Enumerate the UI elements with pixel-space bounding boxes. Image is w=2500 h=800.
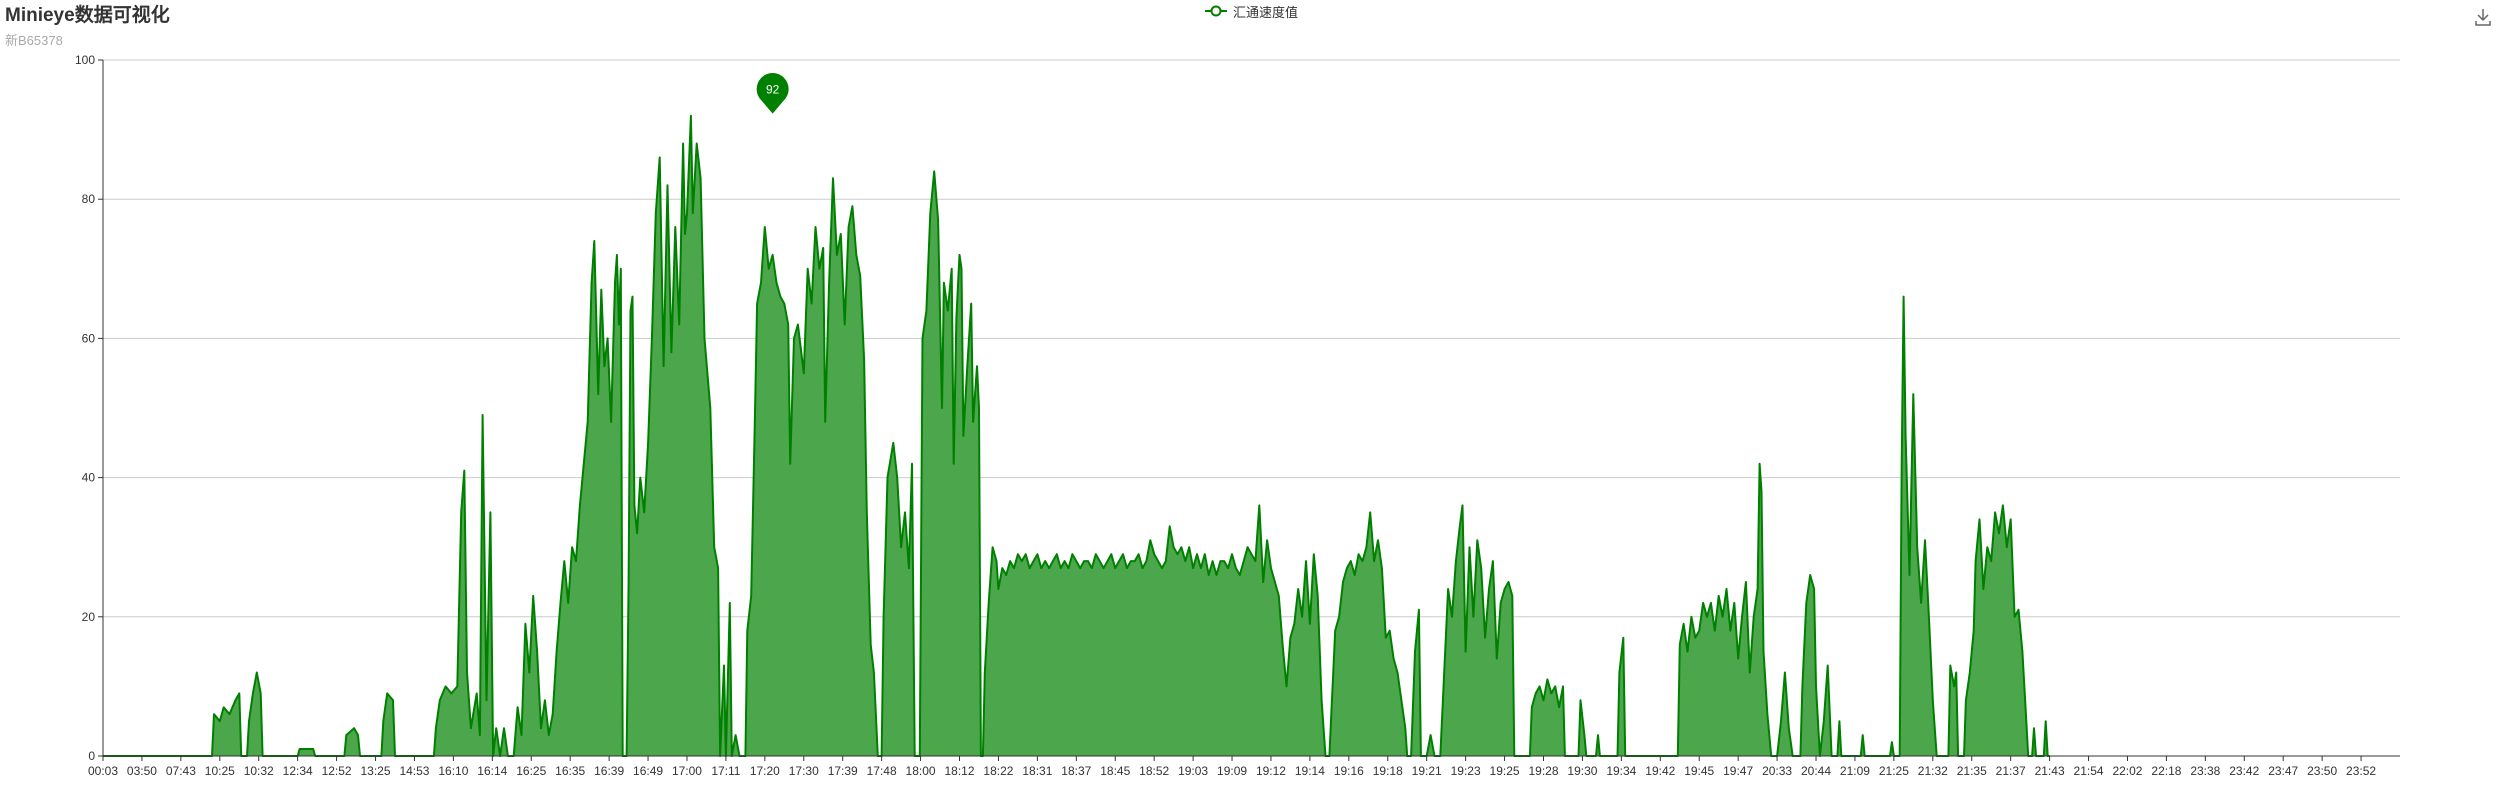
- x-tick-label: 21:37: [1996, 764, 2026, 778]
- x-tick-label: 17:20: [750, 764, 780, 778]
- max-marker-label: 92: [766, 83, 780, 97]
- series-line[interactable]: [103, 114, 2050, 757]
- legend-label: 汇通速度值: [1233, 4, 1299, 20]
- chart-title: Minieye数据可视化: [5, 5, 170, 26]
- x-tick-label: 07:43: [166, 764, 196, 778]
- chart-subtitle: 新B65378: [5, 33, 63, 48]
- x-tick-label: 16:25: [516, 764, 546, 778]
- x-tick-label: 21:25: [1879, 764, 1909, 778]
- x-tick-label: 19:16: [1334, 764, 1364, 778]
- x-tick-label: 12:52: [322, 764, 352, 778]
- x-tick-label: 16:35: [555, 764, 585, 778]
- x-tick-label: 18:12: [944, 764, 974, 778]
- y-tick-label: 60: [82, 331, 96, 345]
- x-tick-label: 19:34: [1606, 764, 1636, 778]
- x-tick-label: 23:47: [2268, 764, 2298, 778]
- x-tick-label: 19:12: [1256, 764, 1286, 778]
- x-tick-label: 21:32: [1918, 764, 1948, 778]
- x-tick-label: 19:45: [1684, 764, 1714, 778]
- max-marker-pin[interactable]: [756, 73, 789, 114]
- x-tick-label: 17:30: [789, 764, 819, 778]
- x-tick-label: 14:53: [399, 764, 429, 778]
- x-tick-label: 16:10: [438, 764, 468, 778]
- x-tick-label: 19:30: [1567, 764, 1597, 778]
- x-tick-label: 19:18: [1373, 764, 1403, 778]
- x-tick-label: 21:35: [1957, 764, 1987, 778]
- x-tick-label: 19:28: [1528, 764, 1558, 778]
- x-tick-label: 19:03: [1178, 764, 1208, 778]
- series-area-fill: [103, 115, 2050, 756]
- x-tick-label: 18:22: [983, 764, 1013, 778]
- x-tick-label: 19:14: [1295, 764, 1325, 778]
- x-tick-label: 18:31: [1022, 764, 1052, 778]
- grid-lines: [103, 59, 2400, 618]
- x-tick-label: 19:47: [1723, 764, 1753, 778]
- x-tick-label: 19:23: [1451, 764, 1481, 778]
- x-tick-label: 00:03: [88, 764, 118, 778]
- x-tick-label: 23:50: [2307, 764, 2337, 778]
- y-tick-label: 80: [82, 192, 96, 206]
- x-tick-label: 20:33: [1762, 764, 1792, 778]
- max-marker: 92: [756, 73, 789, 114]
- x-tick-label: 16:39: [594, 764, 624, 778]
- x-tick-label: 19:21: [1412, 764, 1442, 778]
- tick-labels: 0 20 40 60 80 100 00:03 03:50 07:43 10:25 10:32 12:…: [75, 53, 2376, 778]
- x-tick-label: 12:34: [283, 764, 313, 778]
- x-tick-label: 18:00: [906, 764, 936, 778]
- y-tick-label: 0: [88, 749, 95, 763]
- x-tick-label: 18:45: [1100, 764, 1130, 778]
- x-tick-label: 18:37: [1061, 764, 1091, 778]
- x-tick-label: 10:32: [244, 764, 274, 778]
- series-area: [103, 114, 2050, 757]
- x-tick-label: 19:25: [1490, 764, 1520, 778]
- x-tick-label: 22:18: [2151, 764, 2181, 778]
- x-tick-label: 16:49: [633, 764, 663, 778]
- x-tick-label: 21:54: [2074, 764, 2104, 778]
- x-tick-label: 17:39: [828, 764, 858, 778]
- x-tick-label: 19:09: [1217, 764, 1247, 778]
- x-tick-label: 17:48: [867, 764, 897, 778]
- x-tick-label: 20:44: [1801, 764, 1831, 778]
- x-tick-label: 16:14: [477, 764, 507, 778]
- y-tick-label: 20: [82, 610, 96, 624]
- x-tick-label: 21:09: [1840, 764, 1870, 778]
- x-tick-label: 17:00: [672, 764, 702, 778]
- x-tick-label: 10:25: [205, 764, 235, 778]
- legend-marker-icon: [1205, 5, 1227, 17]
- x-tick-label: 22:02: [2112, 764, 2142, 778]
- x-tick-label: 19:42: [1645, 764, 1675, 778]
- x-tick-label: 23:38: [2190, 764, 2220, 778]
- x-tick-label: 23:52: [2346, 764, 2376, 778]
- x-tick-label: 18:52: [1139, 764, 1169, 778]
- x-tick-label: 03:50: [127, 764, 157, 778]
- y-tick-label: 100: [75, 53, 95, 67]
- y-tick-label: 40: [82, 471, 96, 485]
- download-icon[interactable]: [2472, 6, 2494, 28]
- x-tick-label: 21:43: [2035, 764, 2065, 778]
- x-tick-label: 13:25: [361, 764, 391, 778]
- x-tick-label: 23:42: [2229, 764, 2259, 778]
- legend-item[interactable]: 汇通速度值: [1205, 2, 1298, 20]
- x-tick-label: 17:11: [711, 764, 740, 778]
- axes: [98, 59, 2400, 761]
